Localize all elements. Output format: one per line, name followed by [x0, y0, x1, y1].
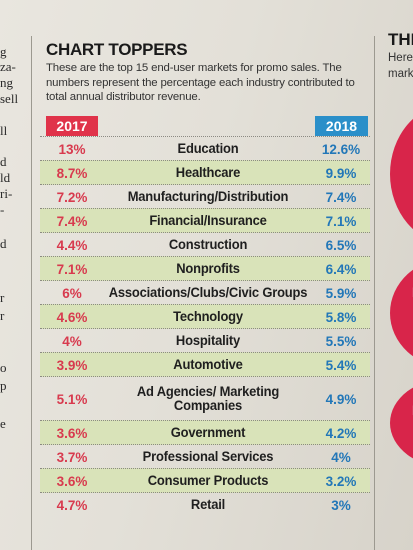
value-2017: 4.4% — [56, 237, 88, 253]
category-label: Consumer Products — [147, 473, 269, 488]
category-label: Healthcare — [175, 165, 241, 180]
value-2018: 5.8% — [325, 309, 357, 325]
right-title: THI — [388, 30, 413, 49]
value-2017: 13% — [58, 141, 86, 157]
right-text: mark — [388, 68, 413, 80]
value-2018: 7.1% — [325, 213, 357, 229]
value-2018: 5.9% — [325, 285, 357, 301]
value-2017: 3.6% — [56, 425, 88, 441]
category-label: Financial/Insurance — [149, 213, 267, 228]
table-row: 7.2% Manufacturing/Distribution 7.4% — [40, 184, 370, 209]
value-2018: 3% — [331, 497, 351, 513]
table-row: 6% Associations/Clubs/Civic Groups 5.9% — [40, 280, 370, 305]
left-text: r — [0, 308, 5, 323]
value-2017: 5.1% — [56, 391, 88, 407]
left-text: - — [0, 202, 5, 217]
value-2017: 4% — [62, 333, 82, 349]
value-2017: 3.6% — [56, 473, 88, 489]
table-row: 3.6% Consumer Products 3.2% — [40, 468, 370, 493]
category-label: Hospitality — [175, 333, 241, 348]
value-2017: 3.7% — [56, 449, 88, 465]
value-2017: 7.4% — [56, 213, 88, 229]
right-column-fragments: THI Here mark Ma d N — [378, 0, 413, 550]
header-2018: 2018 — [315, 116, 368, 136]
category-label: Associations/Clubs/Civic Groups — [108, 285, 308, 300]
value-2018: 7.4% — [325, 189, 357, 205]
table-row: 13% Education 12.6% — [40, 136, 370, 161]
red-circle-graphic: Ma d — [390, 258, 413, 368]
category-label: Retail — [190, 497, 226, 512]
left-text: e — [0, 416, 6, 431]
value-2018: 6.5% — [325, 237, 357, 253]
table-row: 3.6% Government 4.2% — [40, 420, 370, 445]
value-2017: 6% — [62, 285, 82, 301]
category-label: Nonprofits — [176, 261, 240, 276]
value-2017: 7.1% — [56, 261, 88, 277]
value-2018: 12.6% — [321, 141, 361, 157]
value-2018: 5.4% — [325, 357, 357, 373]
table-row: 8.7% Healthcare 9.9% — [40, 160, 370, 185]
red-circle-graphic — [390, 104, 413, 244]
value-2018: 9.9% — [325, 165, 357, 181]
table-row: 4% Hospitality 5.5% — [40, 328, 370, 353]
value-2017: 4.7% — [56, 497, 88, 513]
left-text: o — [0, 360, 7, 375]
category-label: Professional Services — [142, 449, 274, 464]
table-row: 7.1% Nonprofits 6.4% — [40, 256, 370, 281]
value-2017: 8.7% — [56, 165, 88, 181]
left-text: d — [0, 236, 7, 251]
left-text: za- — [0, 59, 16, 74]
red-circle-graphic: N — [390, 378, 413, 468]
left-text: sell — [0, 91, 19, 106]
value-2017: 7.2% — [56, 189, 88, 205]
value-2018: 4% — [331, 449, 351, 465]
left-text: g — [0, 44, 7, 59]
table-row: 4.6% Technology 5.8% — [40, 304, 370, 329]
category-label: Ad Agencies/ Marketing Companies — [136, 384, 280, 413]
category-label: Construction — [168, 237, 248, 252]
value-2018: 4.9% — [325, 391, 357, 407]
table-row: 4.4% Construction 6.5% — [40, 232, 370, 257]
column-divider — [374, 36, 375, 550]
value-2018: 6.4% — [325, 261, 357, 277]
value-2018: 5.5% — [325, 333, 357, 349]
value-2017: 3.9% — [56, 357, 88, 373]
left-text: d — [0, 154, 7, 169]
value-2018: 3.2% — [325, 473, 357, 489]
category-label: Government — [170, 425, 246, 440]
column-divider — [31, 36, 32, 550]
left-text: ri- — [0, 186, 13, 201]
table-row: 4.7% Retail 3% — [40, 492, 370, 517]
table-row: 5.1% Ad Agencies/ Marketing Companies 4.9% — [40, 376, 370, 421]
category-label: Manufacturing/Distribution — [127, 189, 289, 204]
category-label: Education — [177, 141, 239, 156]
chart-description: These are the top 15 end-user markets fo… — [46, 62, 355, 104]
value-2017: 4.6% — [56, 309, 88, 325]
table-row: 7.4% Financial/Insurance 7.1% — [40, 208, 370, 233]
value-2018: 4.2% — [325, 425, 357, 441]
table-row: 3.7% Professional Services 4% — [40, 444, 370, 469]
table-row: 3.9% Automotive 5.4% — [40, 352, 370, 377]
category-label: Technology — [173, 309, 243, 324]
left-text: ng — [0, 75, 13, 90]
left-text: r — [0, 290, 5, 305]
category-label: Automotive — [173, 357, 243, 372]
left-text: p — [0, 378, 7, 393]
left-text: ld — [0, 170, 11, 185]
chart-title: CHART TOPPERS — [46, 40, 188, 59]
right-text: Here — [388, 52, 413, 64]
header-2017: 2017 — [46, 116, 98, 136]
left-text: ll — [0, 123, 8, 138]
